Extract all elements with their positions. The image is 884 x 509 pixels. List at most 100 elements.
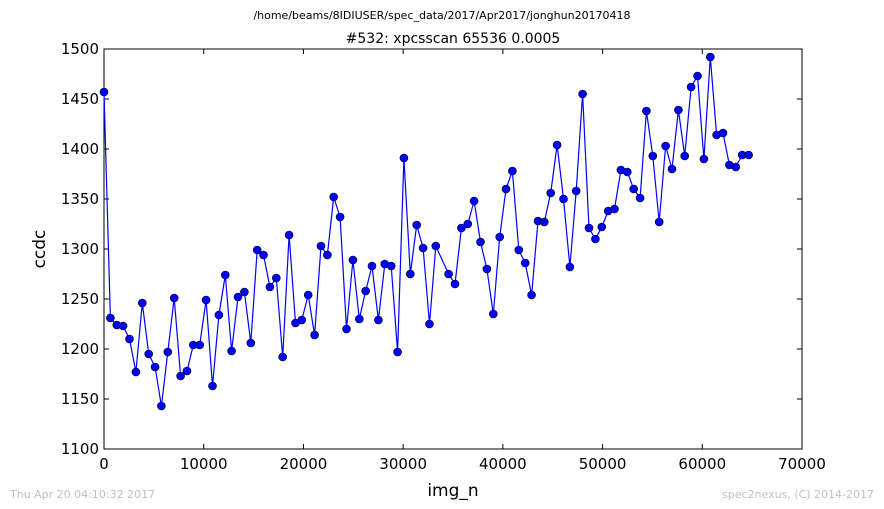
data-point — [310, 330, 319, 340]
data-point — [501, 184, 511, 194]
data-point — [476, 237, 485, 247]
data-point — [565, 262, 575, 272]
data-point — [591, 234, 600, 244]
data-point — [405, 269, 415, 279]
axis-ticks: 0 10000 20000 30000 40000 50000 60000 70000 1100… — [61, 40, 826, 473]
data-point — [488, 309, 498, 319]
x-tick-label: 40000 — [479, 455, 527, 473]
data-point — [335, 212, 345, 222]
data-point — [495, 232, 505, 242]
data-point — [444, 269, 453, 279]
data-point — [450, 279, 460, 289]
data-point — [693, 71, 702, 81]
x-tick-label: 20000 — [280, 455, 328, 473]
x-tick-label: 60000 — [678, 455, 726, 473]
data-point — [240, 287, 249, 297]
data-point — [578, 89, 587, 99]
data-point — [718, 128, 728, 138]
x-tick-label: 50000 — [579, 455, 627, 473]
data-point — [233, 292, 243, 302]
data-point — [463, 219, 473, 229]
data-point — [520, 258, 530, 268]
data-point — [131, 367, 141, 377]
data-point — [342, 324, 351, 334]
data-point — [144, 349, 153, 359]
y-tick-label: 1100 — [61, 440, 99, 458]
data-point — [367, 261, 377, 271]
data-point — [431, 241, 441, 251]
data-point — [731, 162, 741, 172]
data-point — [125, 334, 134, 344]
y-tick-label: 1400 — [61, 140, 99, 158]
data-point — [99, 87, 109, 97]
data-point — [667, 164, 677, 174]
y-tick-label: 1200 — [61, 340, 99, 358]
data-point — [635, 193, 645, 203]
data-point — [361, 286, 371, 296]
y-tick-label: 1300 — [61, 240, 99, 258]
data-point — [227, 346, 236, 356]
data-point — [169, 293, 179, 303]
data-point — [386, 261, 396, 271]
data-point — [674, 105, 683, 115]
data-point — [354, 314, 364, 324]
credit-footer: spec2nexus, (C) 2014-2017 — [722, 488, 874, 501]
data-point — [221, 270, 230, 280]
data-point — [176, 371, 185, 381]
data-point — [195, 340, 204, 350]
data-point — [150, 362, 160, 372]
data-point — [348, 255, 358, 265]
y-tick-label: 1150 — [61, 390, 99, 408]
plot-area-frame — [103, 48, 803, 450]
x-axis-label: img_n — [427, 481, 478, 501]
data-point — [629, 184, 639, 194]
data-point — [393, 347, 402, 357]
data-point — [259, 250, 268, 260]
data-point — [284, 230, 294, 240]
data-point — [106, 313, 115, 323]
data-point — [744, 150, 753, 160]
data-point — [246, 338, 256, 348]
data-point — [642, 106, 651, 116]
data-point — [118, 321, 128, 331]
y-axis-label: ccdc — [30, 230, 50, 269]
data-point — [265, 282, 275, 292]
timestamp-footer: Thu Apr 20 04:10:32 2017 — [10, 488, 156, 501]
y-tick-label: 1250 — [61, 290, 99, 308]
data-point — [182, 366, 192, 376]
data-point — [661, 141, 670, 151]
x-tick-label: 70000 — [778, 455, 826, 473]
x-tick-label: 30000 — [379, 455, 427, 473]
data-point — [138, 298, 147, 308]
data-point — [686, 82, 696, 92]
data-point — [457, 223, 466, 233]
data-point — [559, 194, 568, 204]
data-point — [303, 290, 313, 300]
x-tick-label: 0 — [99, 455, 109, 473]
data-point — [399, 153, 409, 163]
data-point — [323, 250, 332, 260]
data-point — [201, 295, 211, 305]
data-point — [571, 186, 581, 196]
data-point — [316, 241, 326, 251]
data-point — [208, 381, 217, 391]
data-point — [539, 217, 549, 227]
data-series — [99, 52, 753, 411]
y-tick-label: 1450 — [61, 90, 99, 108]
data-point — [699, 154, 709, 164]
series-line — [103, 56, 749, 407]
data-point — [680, 151, 690, 161]
data-point — [584, 223, 594, 233]
data-point — [648, 151, 658, 161]
data-point — [297, 315, 307, 325]
data-point — [214, 310, 224, 320]
data-point — [546, 188, 556, 198]
data-point — [482, 264, 492, 274]
data-point — [654, 217, 664, 227]
data-point — [508, 166, 517, 176]
data-point — [705, 52, 715, 62]
data-point — [278, 352, 288, 362]
data-point — [157, 401, 166, 411]
data-point — [252, 245, 262, 255]
